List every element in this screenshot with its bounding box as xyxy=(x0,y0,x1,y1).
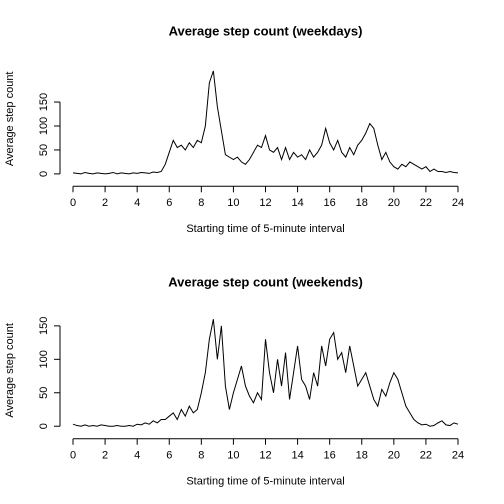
chart-title: Average step count (weekdays) xyxy=(169,24,363,39)
data-line xyxy=(72,319,459,427)
x-tick-label: 22 xyxy=(420,450,432,462)
x-tick-label: 4 xyxy=(134,197,140,209)
x-tick-label: 8 xyxy=(198,197,204,209)
x-tick-label: 18 xyxy=(356,450,368,462)
x-axis-label: Starting time of 5-minute interval xyxy=(186,476,344,488)
y-tick-label: 150 xyxy=(38,317,50,335)
y-tick-label: 100 xyxy=(38,117,50,135)
x-tick-label: 22 xyxy=(420,197,432,209)
x-tick-label: 18 xyxy=(356,197,368,209)
y-axis-label: Average step count xyxy=(4,323,16,418)
x-tick-label: 12 xyxy=(259,197,271,209)
x-tick-label: 10 xyxy=(227,197,239,209)
x-tick-label: 0 xyxy=(70,450,76,462)
x-tick-label: 6 xyxy=(166,450,172,462)
x-tick-label: 24 xyxy=(452,450,464,462)
y-tick-label: 150 xyxy=(38,93,50,111)
x-axis-label: Starting time of 5-minute interval xyxy=(186,223,344,235)
x-tick-label: 24 xyxy=(452,197,464,209)
x-tick-label: 10 xyxy=(227,450,239,462)
x-tick-label: 6 xyxy=(166,197,172,209)
y-tick-label: 50 xyxy=(38,387,50,399)
x-tick-label: 2 xyxy=(102,450,108,462)
data-line xyxy=(72,70,459,175)
x-tick-label: 12 xyxy=(259,450,271,462)
x-tick-label: 16 xyxy=(324,197,336,209)
x-tick-label: 14 xyxy=(291,450,303,462)
y-axis-label: Average step count xyxy=(4,72,16,167)
y-tick-label: 0 xyxy=(38,171,50,177)
y-tick-label: 0 xyxy=(38,423,50,429)
y-tick-label: 50 xyxy=(38,144,50,156)
x-tick-label: 14 xyxy=(291,197,303,209)
x-tick-label: 20 xyxy=(388,197,400,209)
x-tick-label: 2 xyxy=(102,197,108,209)
chart-title: Average step count (weekends) xyxy=(168,274,363,289)
x-tick-label: 0 xyxy=(70,197,76,209)
x-tick-label: 4 xyxy=(134,450,140,462)
y-tick-label: 100 xyxy=(38,350,50,368)
x-tick-label: 16 xyxy=(324,450,336,462)
x-tick-label: 8 xyxy=(198,450,204,462)
x-tick-label: 20 xyxy=(388,450,400,462)
